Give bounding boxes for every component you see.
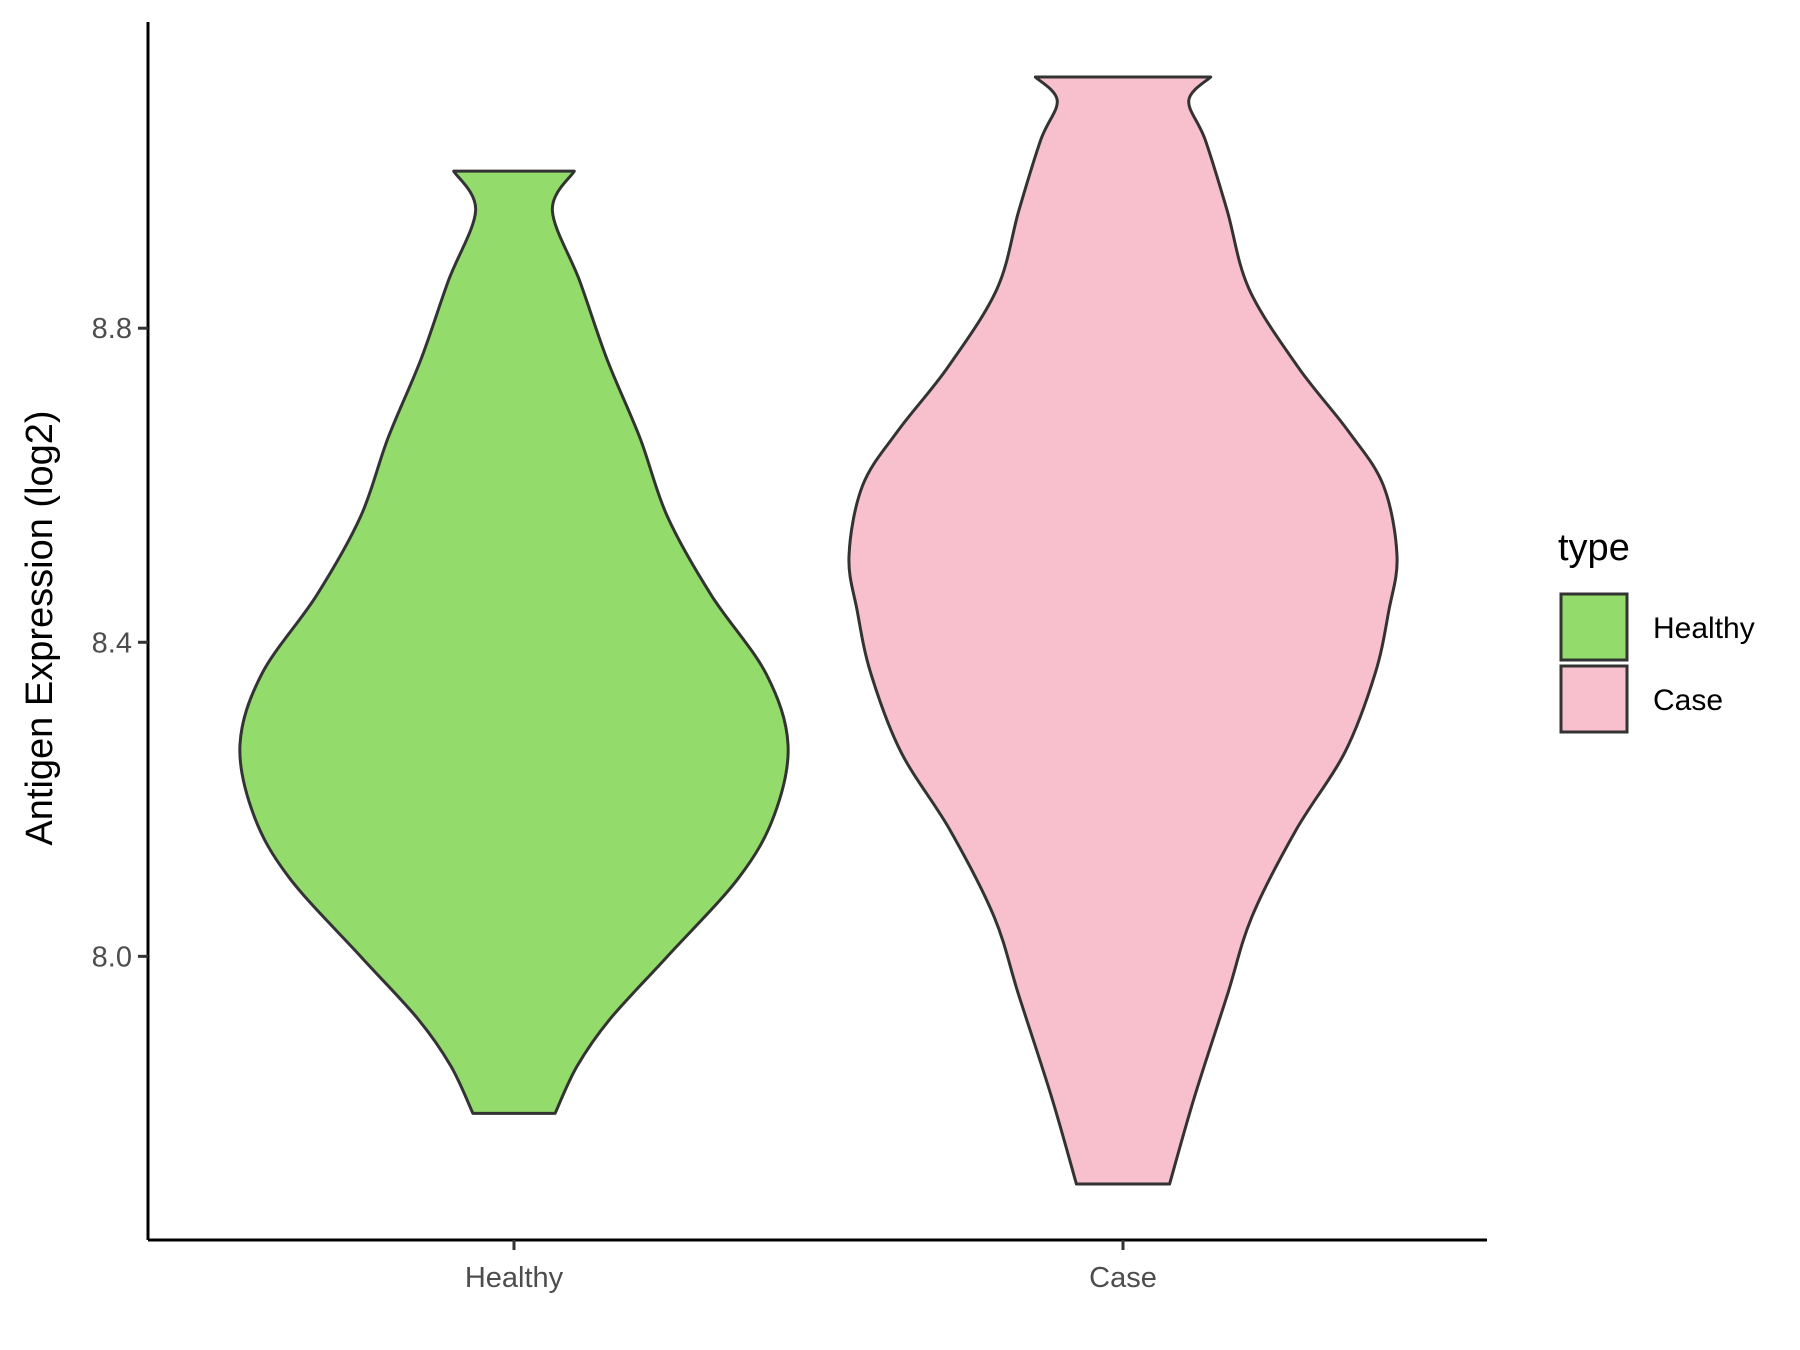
legend-swatch-healthy xyxy=(1559,592,1629,662)
violin-case xyxy=(847,75,1399,1186)
legend-entries: Healthy Case xyxy=(1559,592,1755,734)
violin-healthy xyxy=(238,169,790,1115)
x-tick-label: Case xyxy=(1089,1262,1157,1294)
y-axis-title: Antigen Expression (log2) xyxy=(19,410,61,845)
legend: type Healthy Case xyxy=(1558,527,1755,734)
axes: 8.0 8.4 8.8 Healthy Case xyxy=(92,22,1487,1294)
violin-layer xyxy=(238,75,1399,1186)
legend-label-case: Case xyxy=(1653,684,1723,717)
legend-swatch-case xyxy=(1559,664,1629,734)
x-tick-label: Healthy xyxy=(465,1262,564,1294)
legend-label-healthy: Healthy xyxy=(1653,612,1755,645)
y-tick-label: 8.0 xyxy=(92,941,132,973)
legend-title: type xyxy=(1558,527,1630,569)
y-tick-label: 8.4 xyxy=(92,627,132,659)
y-tick-label: 8.8 xyxy=(92,313,132,345)
